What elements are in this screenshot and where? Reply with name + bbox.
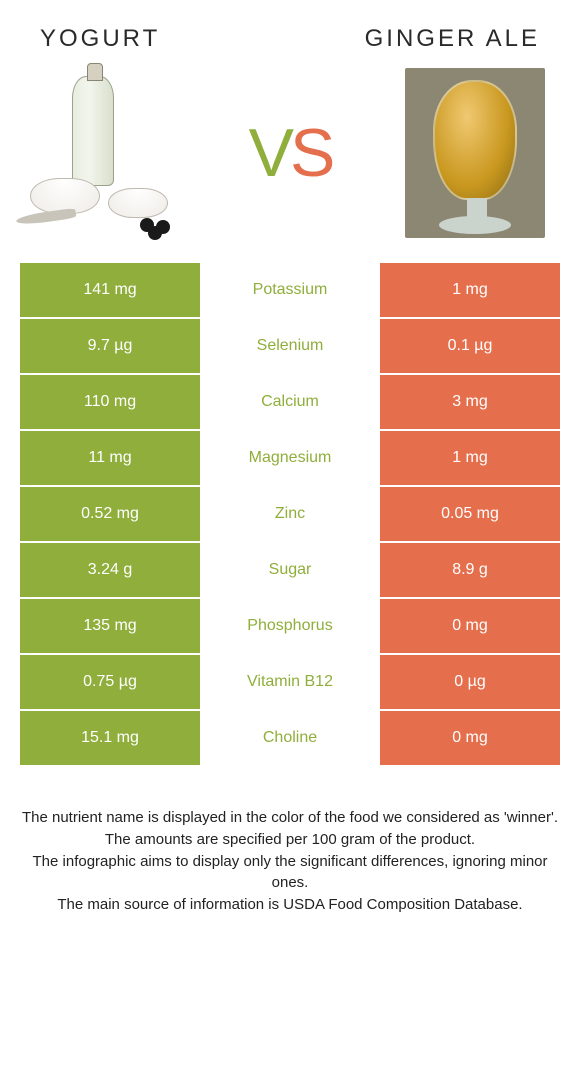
right-value-cell: 0.05 mg (380, 487, 560, 541)
table-row: 9.7 µgSelenium0.1 µg (20, 319, 560, 375)
footer-line: The main source of information is USDA F… (20, 894, 560, 916)
comparison-table: 141 mgPotassium1 mg9.7 µgSelenium0.1 µg1… (20, 263, 560, 767)
nutrient-label: Choline (200, 711, 380, 765)
nutrient-label: Vitamin B12 (200, 655, 380, 709)
left-food-title: Yogurt (40, 25, 160, 53)
table-row: 135 mgPhosphorus0 mg (20, 599, 560, 655)
left-value-cell: 11 mg (20, 431, 200, 485)
left-value-cell: 0.52 mg (20, 487, 200, 541)
footer-line: The amounts are specified per 100 gram o… (20, 829, 560, 851)
footer-notes: The nutrient name is displayed in the co… (0, 767, 580, 916)
nutrient-label: Sugar (200, 543, 380, 597)
left-value-cell: 110 mg (20, 375, 200, 429)
left-value-cell: 135 mg (20, 599, 200, 653)
right-value-cell: 0 mg (380, 599, 560, 653)
right-value-cell: 0.1 µg (380, 319, 560, 373)
table-row: 3.24 gSugar8.9 g (20, 543, 560, 599)
table-row: 15.1 mgCholine0 mg (20, 711, 560, 767)
table-row: 141 mgPotassium1 mg (20, 263, 560, 319)
right-value-cell: 1 mg (380, 431, 560, 485)
yogurt-image (20, 68, 190, 238)
table-row: 0.52 mgZinc0.05 mg (20, 487, 560, 543)
images-row: VS (0, 63, 580, 263)
ginger-ale-image (390, 68, 560, 238)
table-row: 110 mgCalcium3 mg (20, 375, 560, 431)
left-value-cell: 0.75 µg (20, 655, 200, 709)
right-food-title: Ginger ale (365, 25, 540, 53)
right-value-cell: 0 mg (380, 711, 560, 765)
left-value-cell: 15.1 mg (20, 711, 200, 765)
table-row: 11 mgMagnesium1 mg (20, 431, 560, 487)
left-value-cell: 3.24 g (20, 543, 200, 597)
table-row: 0.75 µgVitamin B120 µg (20, 655, 560, 711)
nutrient-label: Potassium (200, 263, 380, 317)
left-value-cell: 9.7 µg (20, 319, 200, 373)
footer-line: The nutrient name is displayed in the co… (20, 807, 560, 829)
vs-s: S (290, 115, 331, 191)
vs-v: V (249, 115, 290, 191)
left-value-cell: 141 mg (20, 263, 200, 317)
header: Yogurt Ginger ale (0, 0, 580, 63)
nutrient-label: Phosphorus (200, 599, 380, 653)
nutrient-label: Calcium (200, 375, 380, 429)
footer-line: The infographic aims to display only the… (20, 851, 560, 895)
right-value-cell: 0 µg (380, 655, 560, 709)
right-value-cell: 8.9 g (380, 543, 560, 597)
nutrient-label: Zinc (200, 487, 380, 541)
right-value-cell: 3 mg (380, 375, 560, 429)
nutrient-label: Magnesium (200, 431, 380, 485)
right-value-cell: 1 mg (380, 263, 560, 317)
vs-label: VS (249, 114, 332, 192)
nutrient-label: Selenium (200, 319, 380, 373)
